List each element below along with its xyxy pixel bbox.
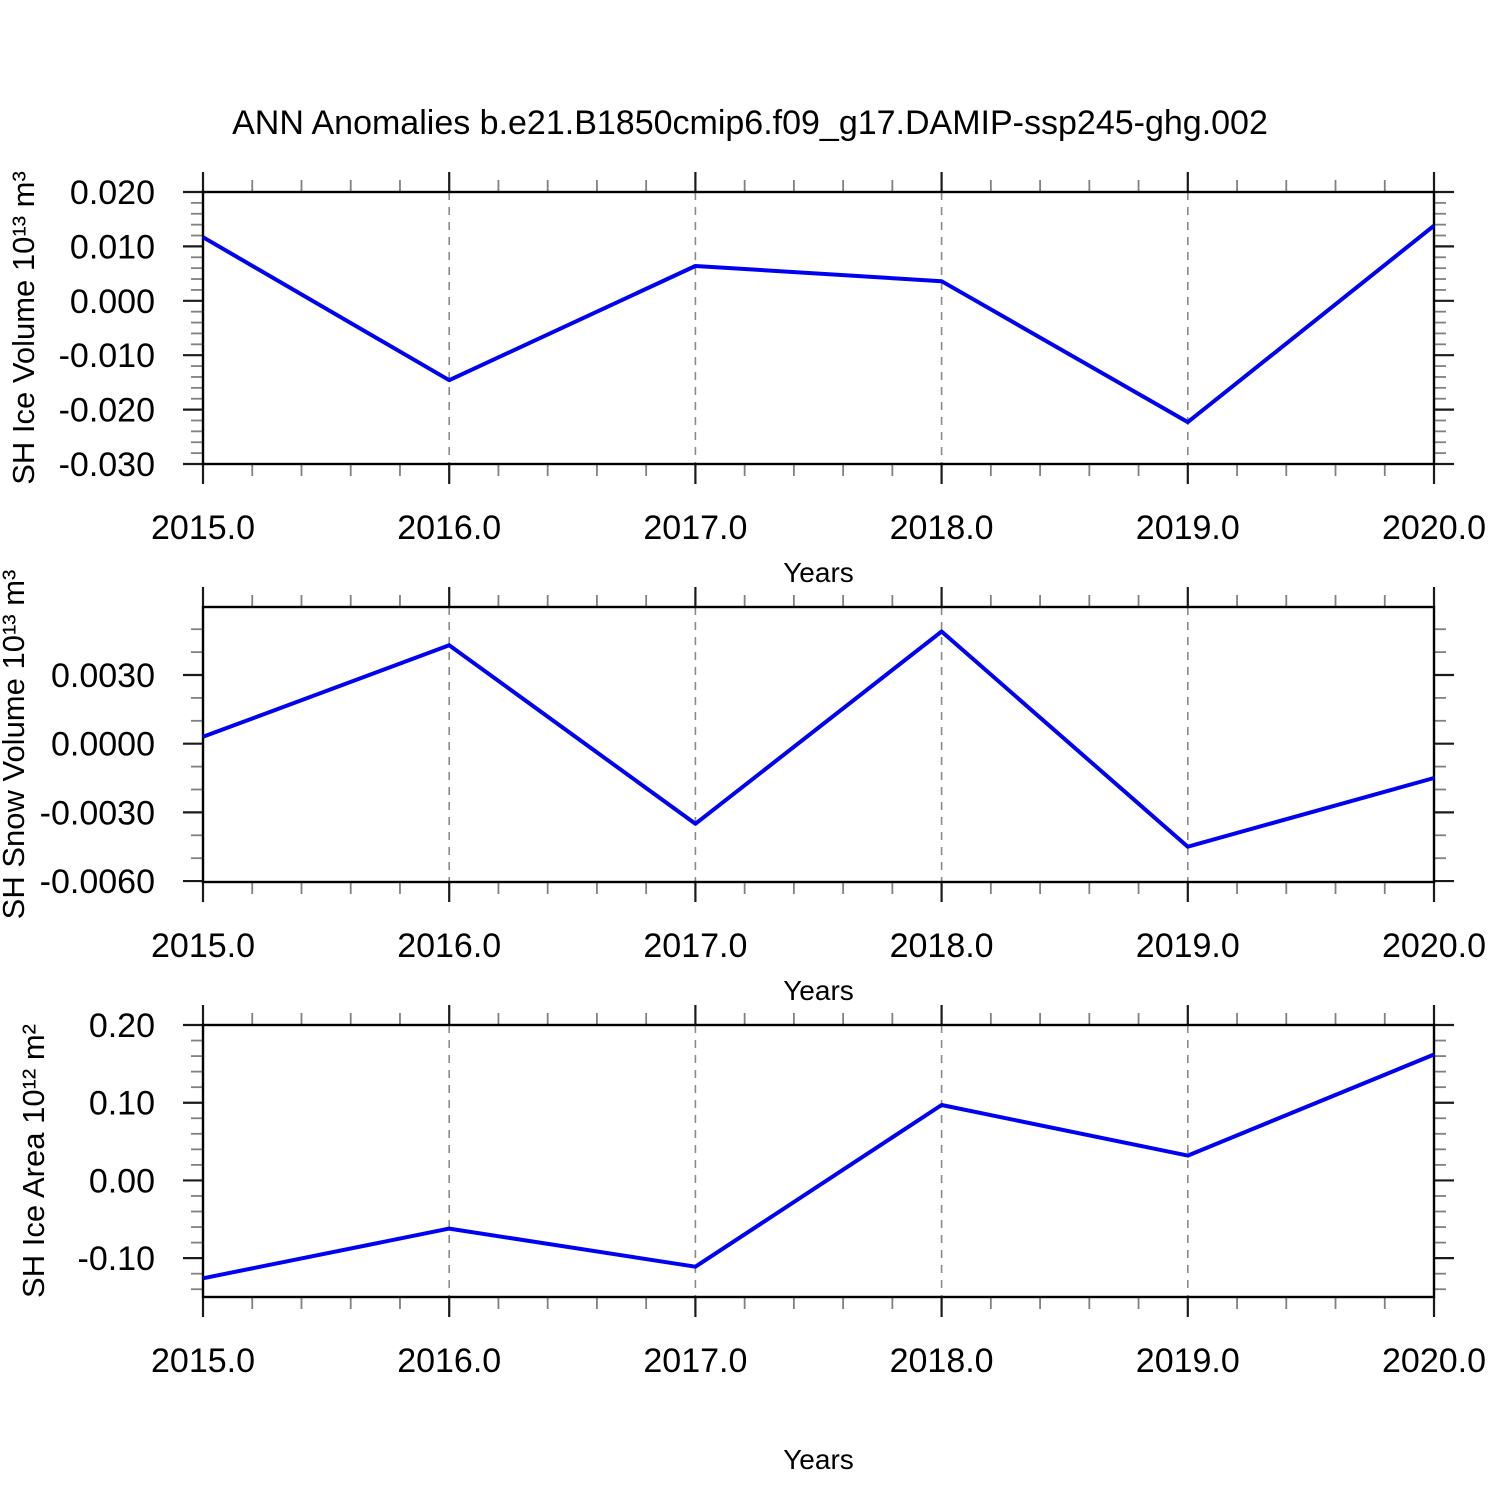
x-tick-label: 2018.0 [890,509,994,547]
x-tick-label: 2019.0 [1136,509,1240,547]
x-tick-label: 2016.0 [397,927,501,965]
x-tick-label: 2019.0 [1136,1342,1240,1380]
plot-frame [201,605,1436,884]
plot-frame [201,190,1436,466]
x-tick-label: 2020.0 [1382,927,1486,965]
x-tick-label: 2016.0 [397,1342,501,1380]
x-axis-title: Years [783,557,854,588]
panel-sh-ice-area: 0.20 0.10 0.00 -0.10 2015.0 2016.0 2017.0 2018.… [16,1005,1486,1475]
x-tick-label: 2015.0 [151,1342,255,1380]
y-tick-label: -0.10 [78,1240,156,1278]
y-tick-label: -0.0030 [40,794,155,832]
x-tick-label: 2020.0 [1382,509,1486,547]
plot-frame [201,1023,1436,1299]
y-axis-title: SH Ice Volume 10¹³ m³ [6,171,41,485]
x-tick-label: 2018.0 [890,1342,994,1380]
y-tick-label: -0.020 [59,392,155,430]
series-line-sh-ice-area [202,1052,1435,1281]
y-tick-label: 0.10 [89,1085,155,1123]
y-tick-label: 0.010 [70,228,155,266]
y-axis-title: SH Ice Area 10¹² m² [16,1024,51,1298]
y-tick-label: 0.0030 [51,657,155,695]
y-axis-title: SH Snow Volume 10¹³ m³ [0,570,31,920]
y-tick-label: 0.0000 [51,726,155,764]
panel-sh-ice-volume: 0.020 0.010 0.000 -0.010 -0.020 -0.030 2015.0 2… [6,171,1486,588]
x-tick-label: 2017.0 [643,1342,747,1380]
y-tick-label: -0.010 [59,337,155,375]
x-tick-label: 2015.0 [151,509,255,547]
y-tick-label: 0.000 [70,283,155,321]
x-tick-label: 2018.0 [890,927,994,965]
series-line-sh-snow-volume [202,629,1435,849]
figure-title: ANN Anomalies b.e21.B1850cmip6.f09_g17.D… [232,104,1268,142]
x-tick-label: 2017.0 [643,927,747,965]
y-tick-label: 0.020 [70,174,155,212]
x-tick-label: 2020.0 [1382,1342,1486,1380]
y-tick-label: -0.030 [59,446,155,484]
x-tick-label: 2017.0 [643,509,747,547]
y-tick-label: 0.20 [89,1007,155,1045]
series-line-sh-ice-volume [201,224,1436,425]
x-tick-label: 2015.0 [151,927,255,965]
y-tick-label: 0.00 [89,1162,155,1200]
panel-sh-snow-volume: 0.0030 0.0000 -0.0030 -0.0060 2015.0 2016.0 20… [0,570,1486,1006]
x-tick-label: 2016.0 [397,509,501,547]
y-tick-label: -0.0060 [40,863,155,901]
x-axis-title: Years [783,1444,854,1475]
x-axis-title: Years [783,975,854,1006]
x-tick-label: 2019.0 [1136,927,1240,965]
